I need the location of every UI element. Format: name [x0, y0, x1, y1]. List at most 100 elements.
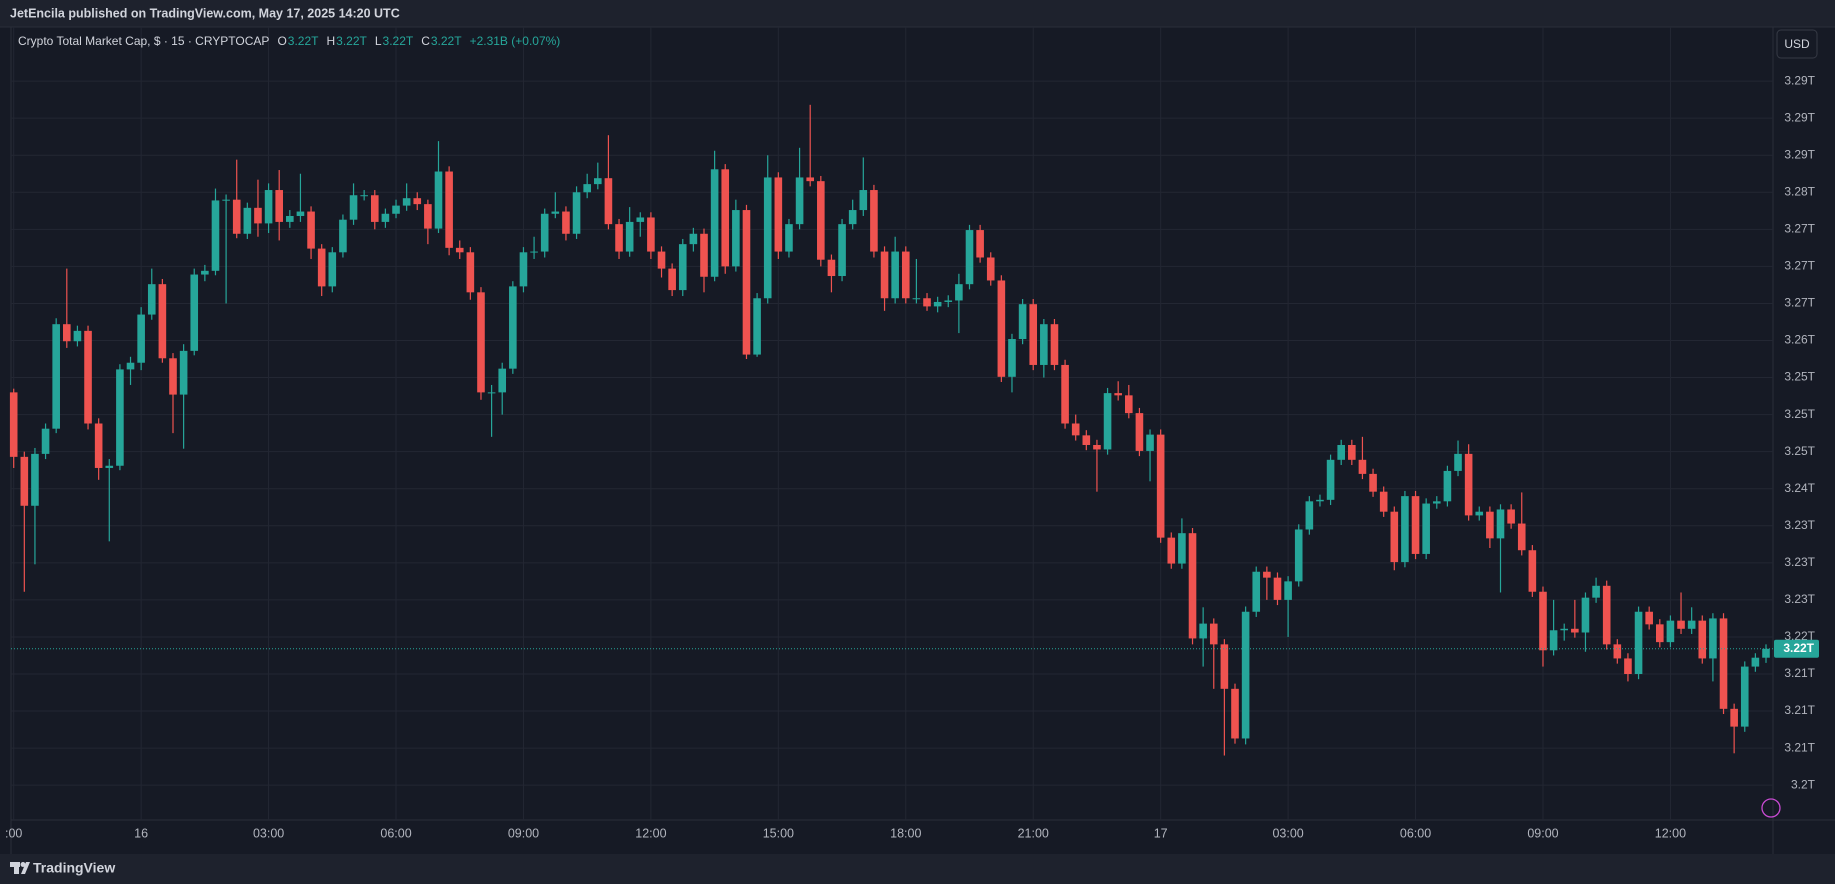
candle-body	[9, 392, 18, 457]
footer-brand: TradingView	[33, 860, 115, 876]
candle-body	[1624, 658, 1632, 674]
candle-body	[891, 251, 899, 299]
ohlc-value: 3.22T	[336, 34, 367, 48]
candle-body	[20, 456, 29, 506]
candle-body	[901, 251, 910, 299]
y-tick-label: 3.29T	[1784, 147, 1815, 161]
x-tick-label: 12:00	[1655, 826, 1686, 840]
footer-bar	[0, 854, 1835, 884]
candle-body	[1432, 501, 1441, 504]
candle-body	[551, 211, 560, 214]
candle-body	[360, 195, 368, 197]
candle-body	[73, 330, 82, 342]
candle-body	[1294, 529, 1303, 582]
candle-body	[307, 211, 315, 249]
y-tick-label: 3.25T	[1784, 370, 1815, 384]
y-tick-label: 3.29T	[1784, 110, 1815, 124]
candle-body	[1401, 496, 1409, 563]
candle-body	[1178, 533, 1186, 564]
candle-body	[116, 369, 124, 466]
y-tick-label: 3.29T	[1784, 73, 1815, 87]
publish-info: JetEncila published on TradingView.com, …	[10, 6, 400, 20]
candle-body	[689, 233, 698, 245]
candle-body	[827, 259, 836, 277]
candle-body	[1645, 611, 1653, 625]
candle-body	[1656, 624, 1664, 643]
candle-body	[838, 224, 846, 277]
candle-body	[41, 428, 50, 454]
currency-label[interactable]: USD	[1784, 37, 1810, 51]
candle-body	[944, 300, 953, 302]
candle-body	[1146, 434, 1154, 451]
candle-body	[530, 251, 538, 253]
candle-body	[243, 207, 252, 234]
candle-body	[264, 190, 273, 224]
y-tick-label: 3.27T	[1784, 259, 1815, 273]
y-tick-label: 3.22T	[1784, 629, 1815, 643]
symbol-title: Crypto Total Market Cap, $ · 15 · CRYPTO…	[18, 34, 269, 48]
candle-body	[710, 169, 719, 277]
candle-body	[1326, 459, 1335, 500]
candle-body	[1443, 470, 1452, 502]
candle-body	[742, 210, 751, 355]
candle-body	[647, 217, 655, 252]
candle-body	[636, 217, 645, 222]
x-tick-label: :00	[5, 826, 22, 840]
candle-body	[678, 244, 687, 291]
candle-body	[1560, 628, 1569, 631]
candle-body	[817, 181, 825, 260]
candle-body	[1390, 511, 1399, 563]
candle-body	[1199, 623, 1207, 639]
currency-button[interactable]	[1776, 29, 1818, 59]
candle-body	[1209, 623, 1218, 645]
y-tick-label: 3.21T	[1784, 703, 1815, 717]
y-tick-label: 3.25T	[1784, 407, 1815, 421]
candle-body	[1687, 620, 1696, 629]
alert-icon[interactable]	[1761, 798, 1781, 818]
x-tick-label: 09:00	[508, 826, 539, 840]
candle-body	[1114, 393, 1122, 396]
y-tick-label: 3.26T	[1784, 333, 1815, 347]
candle-body	[572, 192, 581, 234]
candle-body	[1050, 324, 1059, 365]
ohlc-value: 3.22T	[431, 34, 462, 48]
y-tick-label: 3.28T	[1784, 184, 1815, 198]
candle-body	[1273, 577, 1282, 600]
candle-body	[509, 286, 517, 369]
x-tick-label: 06:00	[1400, 826, 1431, 840]
grid	[11, 27, 1773, 820]
candle-body	[1018, 304, 1027, 340]
candle-body	[1358, 459, 1367, 474]
candle-body	[1369, 473, 1377, 492]
candle-body	[232, 199, 241, 234]
candle-body	[594, 178, 602, 185]
candle-body	[487, 392, 496, 394]
candle-body	[1592, 585, 1600, 598]
candle-body	[880, 251, 889, 299]
candle-body	[286, 215, 294, 222]
last-price-label: 3.22T	[1783, 641, 1814, 655]
candle-body	[774, 177, 783, 252]
change-value: +2.31B (+0.07%)	[470, 34, 561, 48]
candle-body	[1517, 523, 1526, 551]
candle-body	[1751, 657, 1760, 667]
candle-body	[1507, 509, 1515, 524]
x-tick-label: 09:00	[1527, 826, 1558, 840]
candle-body	[1571, 628, 1579, 633]
candle-body	[424, 204, 432, 229]
x-tick-label: 03:00	[1272, 826, 1303, 840]
candle-body	[519, 252, 528, 287]
candle-body	[349, 195, 358, 220]
candle-body	[1231, 688, 1239, 739]
candle-body	[1762, 648, 1770, 658]
x-tick-label: 15:00	[763, 826, 794, 840]
candle-body	[466, 252, 475, 293]
tradingview-logo	[10, 862, 30, 874]
candle-body	[1634, 611, 1643, 674]
candle-body	[126, 362, 135, 370]
candle-body	[137, 314, 145, 363]
candle-body	[923, 298, 931, 307]
candle-body	[477, 292, 485, 393]
